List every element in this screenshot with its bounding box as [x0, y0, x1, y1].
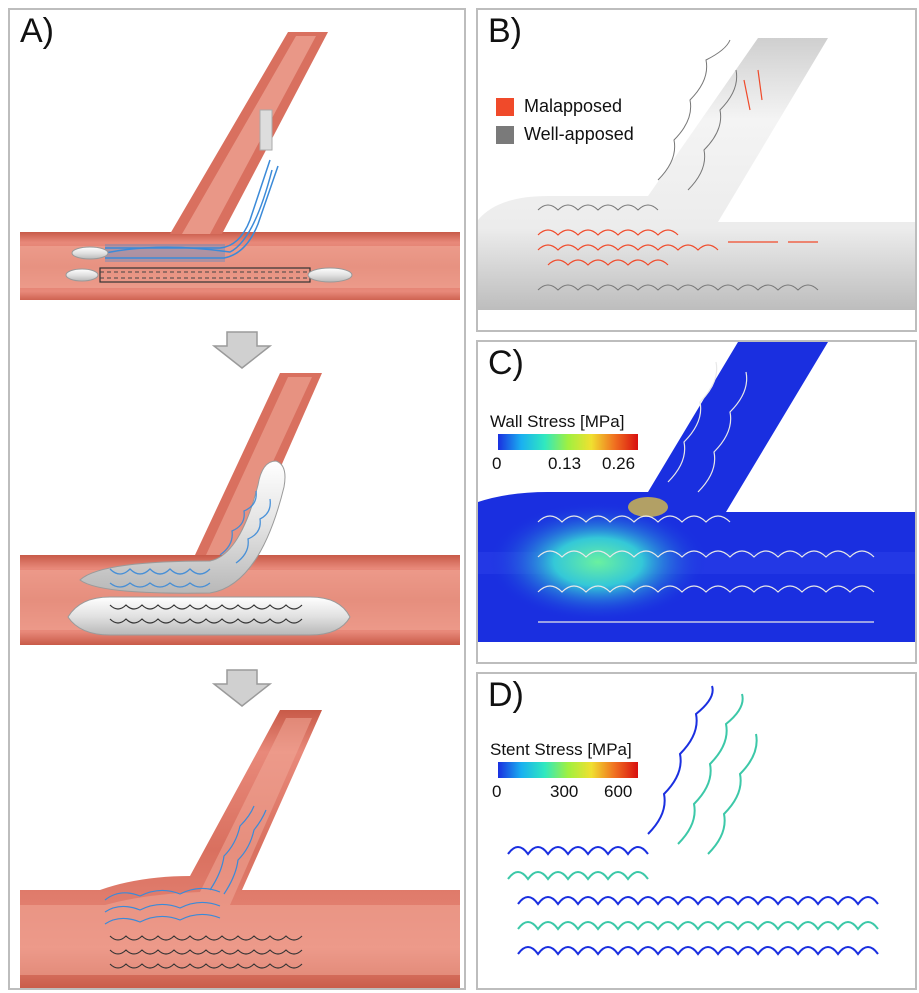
down-arrow-icon: [212, 331, 272, 369]
wall-stress-tick-max: 0.26: [602, 454, 636, 473]
stent-stress-tick-min: 0: [492, 782, 502, 801]
stent-stress-map-illustration: [507, 685, 879, 956]
legend-swatch-malapposed: [496, 97, 514, 116]
stent-stress-tick-max: 600: [604, 782, 633, 801]
legend-swatch-well-apposed: [496, 125, 514, 144]
stage1-bifurcation-illustration: [20, 32, 460, 300]
wall-stress-tick-min: 0: [492, 454, 502, 473]
panel-c-label: C): [488, 344, 524, 382]
panel-c: C) Wall Stress [MPa] 0 0.13 0.26: [476, 340, 917, 664]
stent-stress-tick-mid: 300: [550, 782, 579, 801]
legend-item-malapposed: Malapposed: [496, 96, 622, 117]
panel-d: D) Stent Stress [MPa] 0 300 600: [476, 672, 917, 990]
stage2-balloon-inflation-illustration: [20, 373, 460, 645]
panel-a: A): [8, 8, 466, 990]
stage3-deployed-stent-illustration: [20, 710, 460, 988]
legend-item-well-apposed: Well-apposed: [496, 124, 634, 145]
stent-stress-colorbar: [498, 762, 638, 778]
legend-label-well-apposed: Well-apposed: [524, 124, 634, 144]
wall-stress-map-illustration: [478, 342, 915, 642]
panel-b-label: B): [488, 12, 522, 50]
legend-label-malapposed: Malapposed: [524, 96, 623, 116]
panel-d-label: D): [488, 676, 524, 714]
wall-stress-tick-mid: 0.13: [548, 454, 582, 473]
panel-a-label: A): [20, 12, 54, 50]
wall-stress-colorbar: [498, 434, 638, 450]
panel-b: B) Malapposed Well-apposed: [476, 8, 917, 332]
wall-stress-colorbar-title: Wall Stress [MPa]: [490, 412, 625, 431]
apposition-map-illustration: [478, 38, 915, 310]
down-arrow-icon: [212, 669, 272, 707]
stent-stress-colorbar-title: Stent Stress [MPa]: [490, 740, 632, 759]
